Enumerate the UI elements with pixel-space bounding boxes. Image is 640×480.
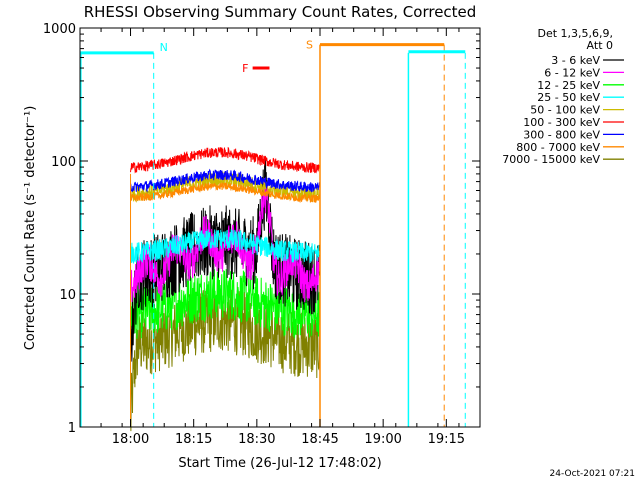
- legend-entry-label: 7000 - 15000 keV: [502, 153, 600, 166]
- legend-entry-label: 100 - 300 keV: [523, 116, 600, 129]
- legend-entry-label: 50 - 100 keV: [530, 104, 600, 117]
- x-tick-label: 18:15: [175, 432, 212, 447]
- series-line: [130, 168, 321, 193]
- axis-layer: 18:00 18:15 18:30 18:45 19:00 19:15 1 10 100 1000: [43, 22, 481, 447]
- series-line: [130, 156, 321, 362]
- legend-header: Det 1,3,5,6,9,: [537, 27, 613, 40]
- series-line: [130, 267, 321, 339]
- flare-marker-label: F: [242, 62, 248, 75]
- legend-entry-label: 25 - 50 keV: [537, 91, 600, 104]
- plot-frame: [79, 27, 481, 428]
- legend-entry-label: 12 - 25 keV: [537, 79, 600, 92]
- series-line: [130, 182, 321, 204]
- x-tick-label: 18:30: [238, 432, 275, 447]
- x-tick-label: 18:00: [112, 432, 149, 447]
- legend-entry-label: 6 - 12 keV: [544, 66, 600, 79]
- series-line: [130, 146, 321, 174]
- legend-entry-label: 300 - 800 keV: [523, 128, 600, 141]
- x-tick-label: 18:45: [301, 432, 338, 447]
- y-tick-label: 1: [68, 421, 76, 436]
- legend-entry-label: 3 - 6 keV: [551, 54, 600, 67]
- legend-entry-label: 800 - 7000 keV: [516, 141, 600, 154]
- x-axis-label: Start Time (26-Jul-12 17:48:02): [178, 456, 381, 471]
- saa-marker-label: S: [306, 39, 313, 52]
- marker-layer: N S F: [80, 39, 466, 427]
- y-tick-label: 10: [59, 288, 76, 303]
- chart-title: RHESSI Observing Summary Count Rates, Co…: [84, 3, 477, 21]
- night-marker-label: N: [160, 41, 168, 54]
- y-tick-label: 1000: [43, 22, 76, 37]
- legend-header: Att 0: [587, 39, 613, 52]
- footer-date: 24-Oct-2021 07:21: [550, 469, 635, 479]
- y-tick-label: 100: [51, 155, 76, 170]
- series-line: [130, 229, 321, 264]
- x-tick-label: 19:00: [364, 432, 401, 447]
- x-tick-label: 19:15: [428, 432, 465, 447]
- series-layer: [130, 146, 321, 432]
- y-axis-label: Corrected Count Rate (s⁻¹ detector⁻¹): [23, 106, 38, 351]
